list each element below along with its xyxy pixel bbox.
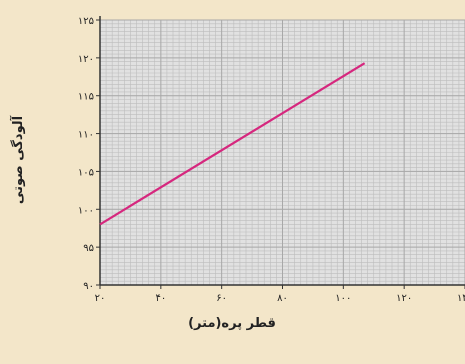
x-ticks: ۲۰ ۴۰ ۶۰ ۸۰ ۱۰۰ ۱۲۰ ۱۴۰ xyxy=(95,285,465,304)
y-tick-label: ۱۰۵ xyxy=(78,167,94,178)
y-axis-label: آلودگی صوتی xyxy=(9,115,26,204)
x-tick-label: ۲۰ xyxy=(95,293,106,304)
y-tick-label: ۹۵ xyxy=(83,243,94,254)
x-tick-label: ۱۰۰ xyxy=(335,293,351,304)
x-tick-label: ۱۴۰ xyxy=(457,293,465,304)
y-tick-label: ۹۰ xyxy=(83,281,94,292)
x-tick-label: ۱۲۰ xyxy=(396,293,412,304)
y-tick-label: ۱۱۰ xyxy=(78,130,94,141)
x-tick-label: ۸۰ xyxy=(277,293,288,304)
y-tick-label: ۱۰۰ xyxy=(78,205,94,216)
x-axis-label: قطر پره(متر) xyxy=(188,316,276,331)
y-tick-label: ۱۲۰ xyxy=(78,54,94,65)
y-tick-label: ۱۲۵ xyxy=(78,16,94,27)
series-line xyxy=(99,62,366,226)
x-tick-label: ۶۰ xyxy=(216,293,227,304)
x-tick-label: ۴۰ xyxy=(155,293,166,304)
series-layer xyxy=(99,62,366,226)
y-tick-label: ۱۱۵ xyxy=(78,92,94,103)
y-ticks: ۹۰ ۹۵ ۱۰۰ ۱۰۵ ۱۱۰ ۱۱۵ ۱۲۰ ۱۲۵ xyxy=(78,16,100,292)
